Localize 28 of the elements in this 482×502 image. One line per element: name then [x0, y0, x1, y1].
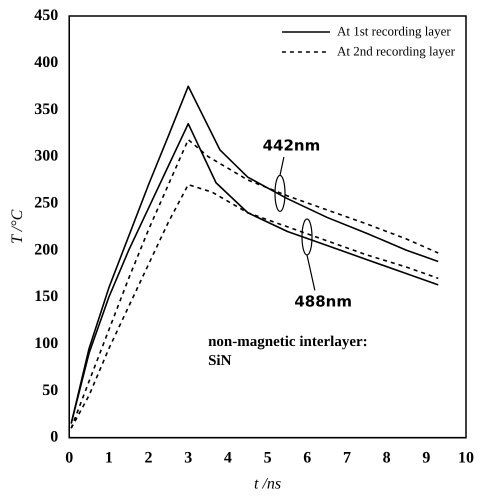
x-tick-label: 6 [303, 449, 312, 466]
legend-label: At 1st recording layer [336, 23, 452, 38]
y-tick-label: 450 [34, 7, 58, 24]
y-tick-label: 0 [50, 428, 58, 446]
y-tick-label: 300 [34, 148, 58, 165]
y-tick-label: 150 [34, 288, 58, 306]
x-tick-label: 0 [65, 449, 74, 466]
annotation: non-magnetic interlayer: SiN [208, 334, 368, 369]
y-tick-label: 50 [42, 382, 58, 399]
y-axis-title: T /°C [8, 209, 26, 244]
x-axis-title: t /ns [254, 476, 282, 493]
x-tick-label: 1 [104, 449, 113, 466]
y-tick-label: 350 [34, 100, 58, 118]
y-tick-label: 100 [34, 335, 58, 352]
x-tick-label: 5 [264, 449, 272, 466]
annotation: 442nm [262, 136, 320, 155]
x-tick-label: 7 [342, 449, 351, 466]
y-tick-label: 200 [34, 241, 58, 258]
x-tick-label: 3 [184, 449, 192, 466]
x-tick-label: 8 [382, 449, 391, 466]
y-tick-label: 250 [34, 194, 58, 212]
x-tick-label: 4 [224, 449, 232, 466]
x-tick-label: 2 [144, 449, 153, 466]
annotation: 488nm [294, 292, 352, 311]
x-tick-label: 10 [458, 449, 474, 466]
y-tick-label: 400 [34, 54, 58, 71]
legend-label: At 2nd recording layer [336, 43, 456, 58]
x-tick-label: 9 [422, 449, 430, 466]
